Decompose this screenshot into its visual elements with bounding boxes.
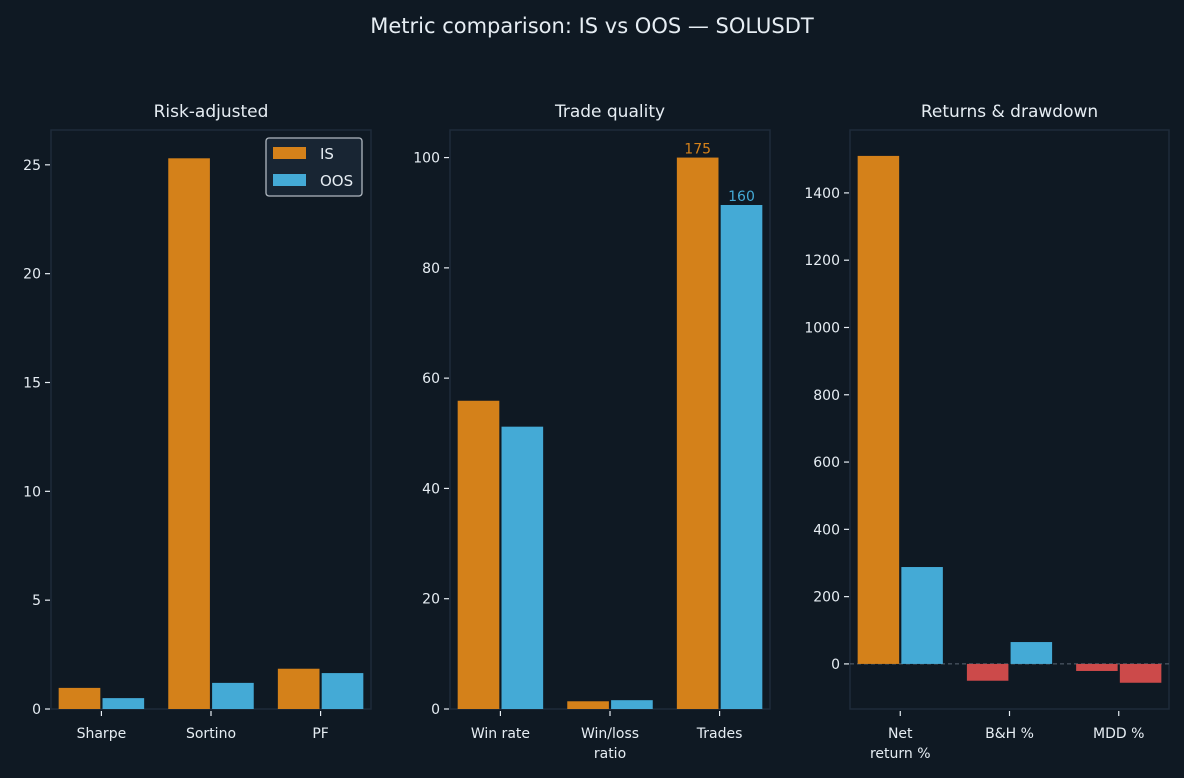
- y-tick-label: 100: [413, 151, 440, 167]
- y-tick-label: 15: [23, 375, 41, 391]
- axes-frame: [449, 129, 771, 710]
- y-tick-label: 200: [813, 590, 840, 606]
- figure-title: Metric comparison: IS vs OOS — SOLUSDT: [370, 14, 814, 38]
- legend-label-oos: OOS: [320, 172, 353, 190]
- panel-3: Returns & drawdown 0 200 400 600 800 1000 1200 1…: [804, 102, 1170, 762]
- y-tick-label: 80: [422, 261, 440, 277]
- bar-is-pf: [277, 668, 320, 709]
- axes-frame: [849, 129, 1170, 710]
- panel-title: Risk-adjusted: [154, 102, 269, 122]
- x-tick-label: Net return %: [870, 726, 931, 762]
- bar-is-sharpe: [58, 687, 101, 709]
- bar-is-win-rate: [457, 400, 500, 709]
- bar-oos-win-loss: [611, 700, 653, 709]
- panel-2: Trade quality 0 20 40 60 80 100 Win rate Win/los…: [413, 102, 771, 762]
- y-tick-label: 20: [23, 267, 41, 283]
- bar-oos-sortino: [212, 682, 254, 709]
- bar-oos-win-rate: [501, 426, 544, 709]
- y-tick-label: 20: [422, 592, 440, 608]
- y-tick-label: 40: [422, 481, 440, 497]
- y-tick-label: 0: [431, 702, 440, 718]
- legend: IS OOS: [265, 137, 363, 197]
- y-tick-label: 1400: [804, 186, 840, 202]
- y-tick-label: 0: [32, 702, 41, 718]
- y-tick-label: 10: [23, 484, 41, 500]
- y-tick-label: 400: [813, 522, 840, 538]
- bar-is-sortino: [168, 158, 210, 709]
- legend-label-is: IS: [320, 145, 334, 163]
- y-tick-label: 25: [23, 158, 41, 174]
- y-tick-label: 600: [813, 455, 840, 471]
- panel-title: Returns & drawdown: [921, 102, 1098, 122]
- bar-oos-pf: [321, 673, 364, 709]
- x-tick-label: PF: [312, 726, 329, 742]
- x-tick-label: Trades: [696, 726, 743, 742]
- bar-is-win-loss: [567, 701, 609, 709]
- bar-oos-net: [901, 567, 943, 664]
- bar-value-label: 175: [684, 142, 711, 158]
- bar-is-b-h-: [966, 663, 1009, 681]
- bar-oos-mdd-: [1119, 663, 1162, 683]
- bar-oos-trades: [720, 204, 763, 709]
- bar-oos-b-h-: [1010, 642, 1053, 664]
- x-tick-label: Win/loss ratio: [581, 726, 639, 762]
- y-tick-label: 800: [813, 388, 840, 404]
- x-tick-label: MDD %: [1093, 726, 1144, 742]
- axes-frame: [50, 129, 372, 710]
- y-tick-label: 1200: [804, 253, 840, 269]
- x-tick-label: B&H %: [985, 726, 1034, 742]
- panel-1: Risk-adjusted 0 5 10 15 20 25 Sharpe Sortino PF IS…: [23, 102, 372, 742]
- x-tick-label: Sharpe: [77, 726, 127, 742]
- bar-is-trades: [676, 157, 719, 710]
- legend-swatch-is: [273, 147, 306, 159]
- bar-is-net: [857, 155, 900, 664]
- bar-is-mdd-: [1076, 663, 1118, 671]
- panel-title: Trade quality: [554, 102, 665, 122]
- x-tick-label: Win rate: [471, 726, 530, 742]
- bar-value-label: 160: [728, 189, 755, 205]
- y-tick-label: 0: [831, 657, 840, 673]
- bar-oos-sharpe: [102, 698, 145, 709]
- x-tick-label: Sortino: [186, 726, 236, 742]
- y-tick-label: 1000: [804, 320, 840, 336]
- legend-swatch-oos: [273, 174, 306, 186]
- y-tick-label: 5: [32, 593, 41, 609]
- y-tick-label: 60: [422, 371, 440, 387]
- panels: Risk-adjusted 0 5 10 15 20 25 Sharpe Sortino PF IS…: [23, 102, 1170, 762]
